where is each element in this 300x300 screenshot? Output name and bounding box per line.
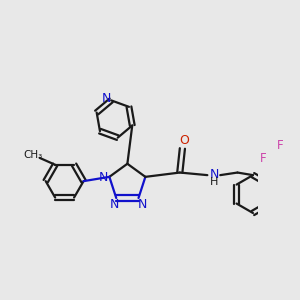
Text: F: F	[260, 152, 267, 165]
Text: N: N	[99, 171, 108, 184]
Text: N: N	[209, 168, 219, 181]
Text: F: F	[299, 155, 300, 168]
Text: CH₃: CH₃	[23, 150, 42, 160]
Text: O: O	[179, 134, 189, 147]
Text: N: N	[102, 92, 112, 105]
Text: F: F	[277, 140, 284, 152]
Text: N: N	[110, 198, 119, 212]
Text: N: N	[138, 197, 148, 211]
Text: H: H	[210, 177, 218, 187]
